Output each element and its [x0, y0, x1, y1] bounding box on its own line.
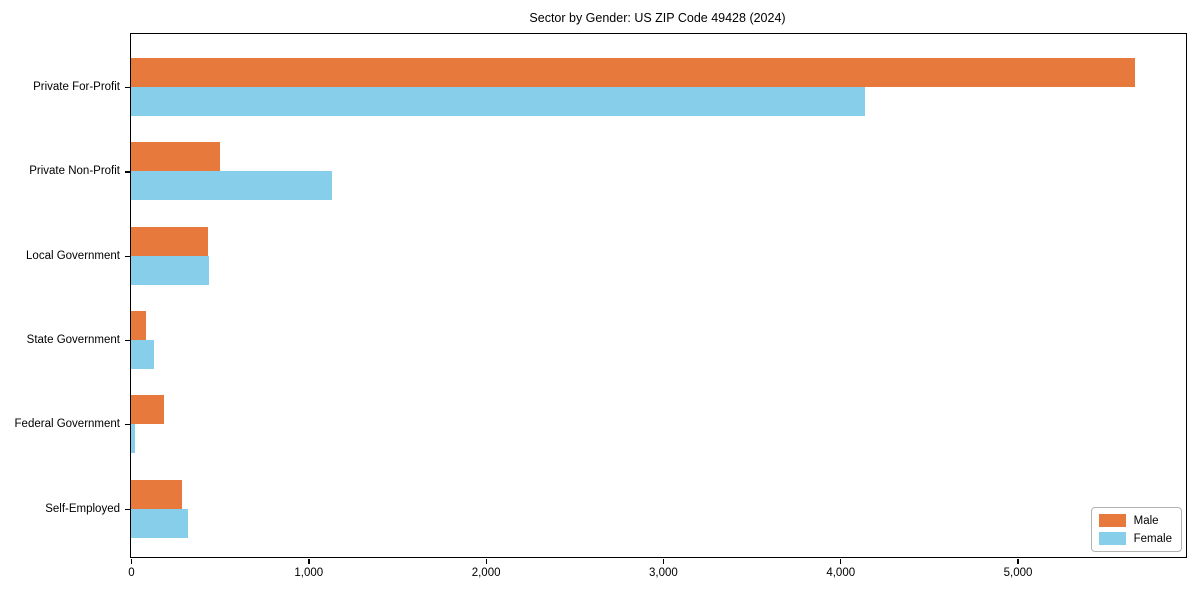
- bar-female-5: [131, 508, 188, 538]
- x-tick-label: 5,000: [1003, 567, 1033, 579]
- legend-item-male: Male: [1098, 514, 1172, 527]
- x-tick-label: 2,000: [471, 567, 501, 579]
- legend-label-male: Male: [1133, 514, 1159, 527]
- y-tick-label: Local Government: [26, 249, 120, 262]
- bar-male-2: [131, 226, 209, 256]
- bar-female-1: [131, 171, 333, 201]
- y-axis-tick: [125, 171, 130, 173]
- x-tick-label: 0: [128, 567, 135, 579]
- bar-male-4: [131, 395, 164, 425]
- y-tick-label: Federal Government: [14, 418, 120, 431]
- y-axis-tick: [125, 87, 130, 89]
- legend-item-female: Female: [1098, 532, 1172, 545]
- chart-title: Sector by Gender: US ZIP Code 49428 (202…: [529, 11, 786, 25]
- bar-female-3: [131, 339, 155, 369]
- bar-male-5: [131, 479, 183, 509]
- y-axis-tick: [125, 508, 130, 510]
- x-tick-label: 3,000: [649, 567, 678, 579]
- x-tick-label: 4,000: [826, 567, 856, 579]
- y-tick-label: State Government: [26, 333, 120, 346]
- x-axis-tick: [1017, 559, 1019, 564]
- y-tick-label: Private Non-Profit: [29, 165, 120, 178]
- y-axis-tick: [125, 339, 130, 342]
- y-tick-label: Self-Employed: [45, 502, 120, 515]
- bar-male-1: [131, 142, 220, 172]
- x-axis-tick: [662, 559, 665, 564]
- y-axis-tick: [125, 424, 130, 426]
- bar-male-3: [131, 310, 147, 340]
- legend-label-female: Female: [1133, 532, 1172, 545]
- x-axis-tick: [840, 559, 842, 564]
- x-axis-tick: [308, 559, 310, 564]
- bar-female-2: [131, 255, 210, 285]
- x-axis-tick: [130, 559, 133, 564]
- x-axis-tick: [485, 559, 487, 564]
- legend: Male Female: [1090, 507, 1182, 552]
- bar-male-0: [131, 58, 1136, 87]
- x-tick-label: 1,000: [294, 567, 324, 579]
- bar-female-0: [131, 87, 866, 116]
- plot-area: Male Female: [130, 33, 1187, 558]
- legend-swatch-female-icon: [1098, 532, 1126, 545]
- y-tick-label: Private For-Profit: [33, 81, 120, 93]
- y-axis-tick: [125, 255, 130, 257]
- bar-female-4: [131, 424, 135, 454]
- legend-swatch-male-icon: [1098, 514, 1126, 527]
